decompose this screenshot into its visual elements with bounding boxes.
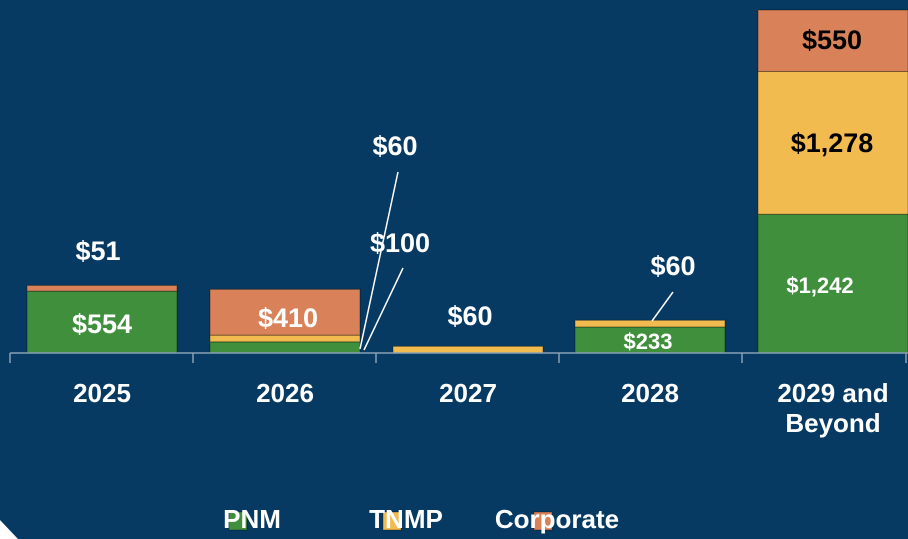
x-tick-label: 2027 [439,378,497,408]
legend-swatch [382,511,402,531]
legend-label: TNMP [369,504,443,534]
leader-line [651,291,674,322]
data-label: $51 [75,236,120,266]
legend-swatch [228,511,248,531]
leader-line [363,267,404,351]
bar-segment [757,70,908,215]
x-tick-label: 2028 [621,378,679,408]
bar-segment [209,334,361,343]
data-label: $60 [650,251,695,281]
data-label: $550 [802,25,862,55]
bar-segment [26,290,178,354]
corner-decoration [0,520,18,539]
data-label: $554 [72,309,132,339]
bar-segment [757,9,908,72]
bar-segment [26,284,178,292]
data-label: $100 [370,228,430,258]
data-label: $410 [258,303,318,333]
bar-segment [209,288,361,336]
bar-segment [757,213,908,354]
legend-label: PNM [223,504,281,534]
bar-segment [209,341,361,354]
legend-label: Corporate [495,504,619,534]
data-label: $60 [372,131,417,161]
data-label: $1,278 [791,128,874,158]
bar-segment [574,319,726,328]
data-label: $233 [624,329,673,354]
leader-line [359,171,399,350]
bar-segment [392,345,544,354]
x-tick-label: 2026 [256,378,314,408]
data-label: $1,242 [786,273,853,298]
data-label: $60 [447,301,492,331]
x-tick-label: 2025 [73,378,131,408]
legend-swatch [533,511,553,531]
x-tick-label: 2029 and Beyond [777,378,889,438]
